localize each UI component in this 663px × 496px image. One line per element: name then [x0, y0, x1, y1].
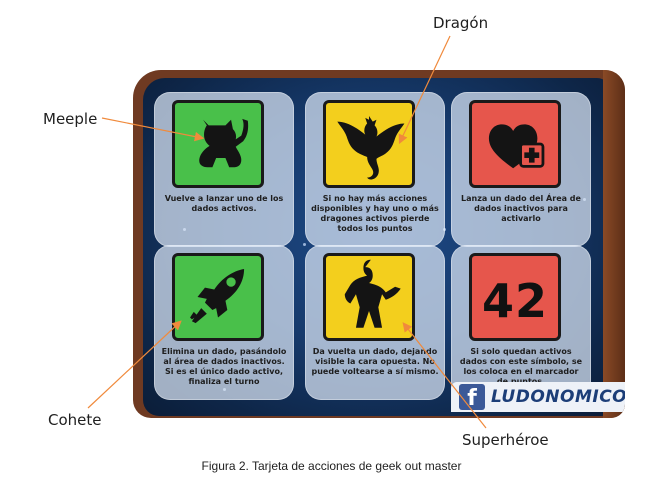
brand-banner: f LUDONOMICON — [451, 382, 625, 412]
number-42-text: 42 — [481, 274, 548, 328]
heart-plus-icon — [469, 100, 561, 188]
tile-42-text: Si solo quedan activos dados con este sí… — [459, 347, 583, 386]
tile-meeple-text: Vuelve a lanzar uno de los dados activos… — [164, 194, 284, 213]
superhero-icon — [323, 253, 415, 341]
label-dragon: Dragón — [433, 14, 489, 32]
action-card-photo: Vuelve a lanzar uno de los dados activos… — [133, 70, 625, 418]
tile-superhero-text: Da vuelta un dado, dejando visible la ca… — [311, 347, 439, 376]
tile-42: 42 Si solo quedan activos dados con este… — [451, 245, 591, 400]
label-cohete: Cohete — [48, 411, 102, 429]
tile-meeple: Vuelve a lanzar uno de los dados activos… — [154, 92, 294, 247]
tile-superhero: Da vuelta un dado, dejando visible la ca… — [305, 245, 445, 400]
figure-caption: Figura 2. Tarjeta de acciones de geek ou… — [201, 459, 462, 473]
label-meeple: Meeple — [43, 110, 98, 128]
rocket-icon — [172, 253, 264, 341]
tile-rocket: Elimina un dado, pasándolo al área de da… — [154, 245, 294, 400]
tile-rocket-text: Elimina un dado, pasándolo al área de da… — [161, 347, 287, 386]
label-superheroe: Superhéroe — [462, 431, 549, 449]
tile-dragon: Si no hay más acciones disponibles y hay… — [305, 92, 445, 247]
tile-heart: Lanza un dado del Área de dados inactivo… — [451, 92, 591, 247]
tile-dragon-text: Si no hay más acciones disponibles y hay… — [311, 194, 439, 233]
brand-name: LUDONOMICON — [491, 387, 625, 407]
wood-table-edge — [603, 70, 625, 418]
facebook-icon: f — [459, 384, 485, 411]
tile-heart-text: Lanza un dado del Área de dados inactivo… — [461, 194, 581, 223]
dragon-icon — [323, 100, 415, 188]
number-42-symbol: 42 — [469, 253, 561, 341]
meeple-icon — [172, 100, 264, 188]
